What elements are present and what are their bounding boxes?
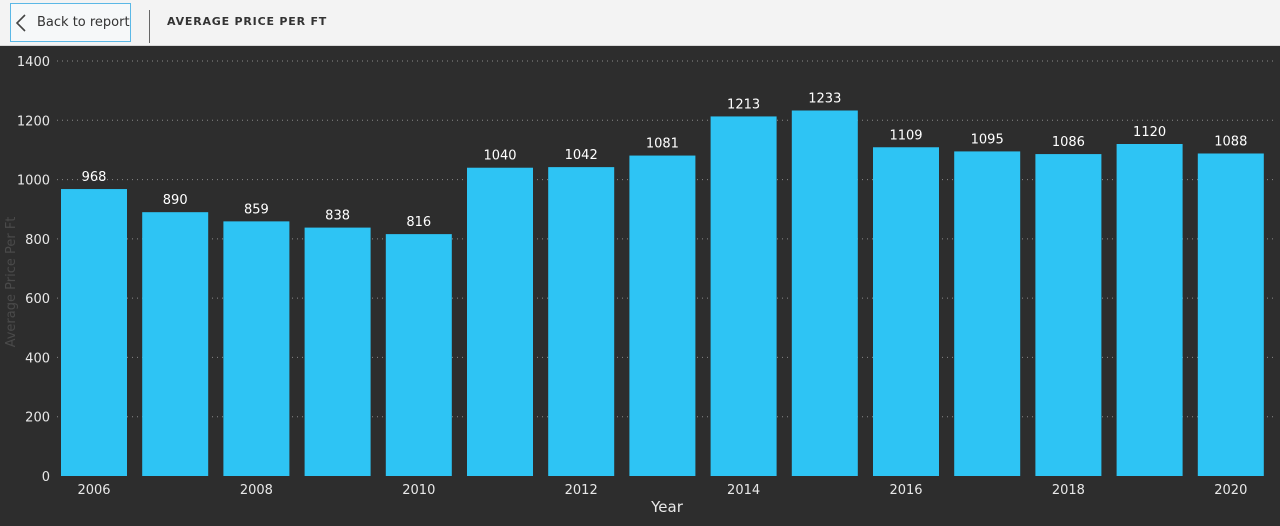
y-tick-label: 0 xyxy=(42,470,50,485)
data-label: 859 xyxy=(244,202,269,217)
bar[interactable] xyxy=(61,189,127,477)
bar[interactable] xyxy=(304,227,371,476)
data-label: 968 xyxy=(82,170,107,185)
bar[interactable] xyxy=(873,147,939,476)
x-tick-label: 2006 xyxy=(77,483,110,498)
bar[interactable] xyxy=(954,151,1021,476)
bar[interactable] xyxy=(223,221,290,476)
bars xyxy=(61,110,1264,477)
data-label: 1086 xyxy=(1052,135,1085,150)
x-tick-label: 2018 xyxy=(1052,483,1085,498)
back-to-report-label: Back to report xyxy=(37,15,130,30)
x-tick-label: 2014 xyxy=(727,483,760,498)
y-tick-label: 800 xyxy=(25,233,50,248)
data-label: 1042 xyxy=(565,148,598,163)
bar[interactable] xyxy=(548,167,615,476)
x-tick-label: 2008 xyxy=(240,483,273,498)
y-tick-label: 600 xyxy=(25,292,50,307)
bar-chart: 0 200 400 600 800 1000 1200 1400 968 890 859 838 81… xyxy=(4,55,1276,516)
data-label: 838 xyxy=(325,209,350,224)
data-label: 1213 xyxy=(727,97,760,112)
data-label: 1040 xyxy=(483,149,516,164)
x-axis-title: Year xyxy=(650,498,684,516)
chevron-left-icon xyxy=(15,13,26,32)
bar[interactable] xyxy=(791,110,858,476)
x-axis-ticks: 2006 2008 2010 2012 2014 2016 2018 2020 xyxy=(77,483,1247,498)
bar[interactable] xyxy=(385,234,452,476)
bar[interactable] xyxy=(467,167,533,476)
data-label: 890 xyxy=(163,193,188,208)
page-title: AVERAGE PRICE PER FT xyxy=(167,15,328,28)
bar[interactable] xyxy=(629,155,696,476)
chart-area: 0 200 400 600 800 1000 1200 1400 968 890 859 838 81… xyxy=(0,46,1280,522)
data-label: 1120 xyxy=(1133,125,1166,140)
data-labels: 968 890 859 838 816 1040 1042 1081 1213 1233 1109 1… xyxy=(82,92,1248,231)
x-tick-label: 2012 xyxy=(565,483,598,498)
y-tick-label: 1200 xyxy=(17,114,50,129)
bar[interactable] xyxy=(1197,153,1264,476)
data-label: 1109 xyxy=(889,128,922,143)
bar[interactable] xyxy=(710,116,777,477)
top-bar: Back to report AVERAGE PRICE PER FT xyxy=(0,0,1280,46)
bar[interactable] xyxy=(1035,154,1102,476)
header-divider xyxy=(149,10,150,43)
y-tick-label: 1400 xyxy=(17,55,50,70)
y-axis-ticks: 0 200 400 600 800 1000 1200 1400 xyxy=(17,55,50,485)
x-tick-label: 2016 xyxy=(889,483,922,498)
y-tick-label: 200 xyxy=(25,411,50,426)
y-axis-title: Average Price Per Ft xyxy=(4,217,19,348)
y-tick-label: 400 xyxy=(25,351,50,366)
back-to-report-button[interactable]: Back to report xyxy=(10,3,131,42)
data-label: 1081 xyxy=(646,137,679,152)
bar[interactable] xyxy=(142,212,209,476)
data-label: 1088 xyxy=(1214,134,1247,149)
data-label: 816 xyxy=(406,215,431,230)
data-label: 1233 xyxy=(808,92,841,107)
x-tick-label: 2020 xyxy=(1214,483,1247,498)
bar[interactable] xyxy=(1116,144,1183,476)
x-tick-label: 2010 xyxy=(402,483,435,498)
y-tick-label: 1000 xyxy=(17,174,50,189)
data-label: 1095 xyxy=(971,132,1004,147)
